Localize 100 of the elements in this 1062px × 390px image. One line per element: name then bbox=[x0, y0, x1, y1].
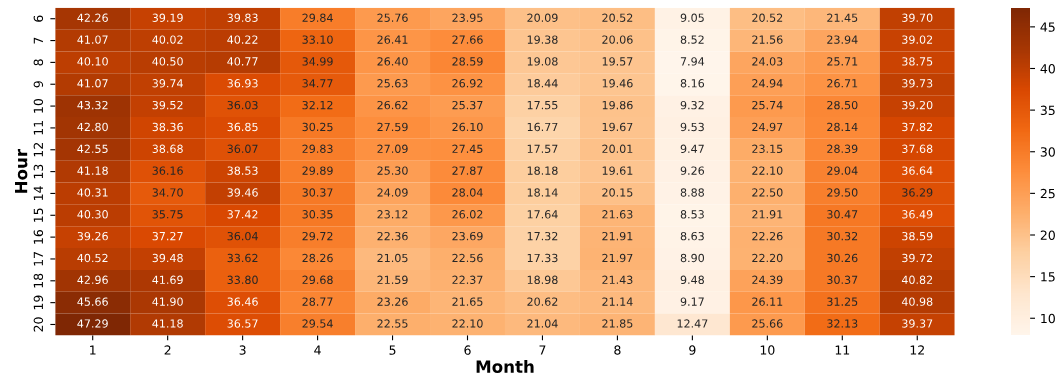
data-label: 37.82 bbox=[902, 122, 933, 132]
data-label: 30.37 bbox=[827, 275, 858, 285]
y-tick-label: 19 bbox=[33, 295, 44, 310]
data-label: 22.20 bbox=[752, 253, 783, 263]
data-label: 40.77 bbox=[227, 57, 258, 66]
data-label: 21.91 bbox=[752, 210, 783, 219]
data-label: 40.50 bbox=[152, 57, 183, 66]
data-label: 23.12 bbox=[377, 210, 408, 219]
data-label: 22.10 bbox=[452, 319, 483, 328]
data-label: 39.02 bbox=[902, 35, 933, 44]
data-label: 19.38 bbox=[527, 35, 558, 44]
data-label: 26.71 bbox=[827, 79, 858, 88]
data-label: 36.64 bbox=[902, 166, 933, 175]
data-label: 21.91 bbox=[602, 231, 633, 241]
data-label: 22.36 bbox=[377, 231, 408, 241]
data-label: 26.10 bbox=[452, 122, 483, 132]
data-label: 30.37 bbox=[302, 188, 333, 197]
data-label: 7.94 bbox=[680, 57, 705, 66]
data-label: 9.32 bbox=[680, 100, 704, 110]
data-label: 22.55 bbox=[377, 319, 408, 328]
data-label: 8.88 bbox=[680, 188, 704, 197]
data-label: 22.37 bbox=[452, 275, 483, 285]
data-label: 33.62 bbox=[227, 253, 258, 263]
data-label: 29.84 bbox=[302, 13, 333, 22]
color-bar-label: 15 bbox=[1041, 272, 1055, 282]
data-label: 22.50 bbox=[752, 188, 783, 197]
x-tick-label: 12 bbox=[910, 345, 924, 355]
data-label: 24.39 bbox=[752, 275, 783, 285]
data-label: 24.94 bbox=[752, 79, 783, 88]
data-label: 34.99 bbox=[302, 57, 333, 66]
data-label: 30.26 bbox=[827, 253, 858, 263]
data-label: 39.83 bbox=[227, 13, 258, 22]
data-label: 42.96 bbox=[77, 275, 108, 285]
data-label: 27.09 bbox=[377, 144, 408, 153]
y-tick-label: 6 bbox=[33, 15, 44, 22]
data-label: 25.74 bbox=[752, 100, 783, 110]
data-label: 40.10 bbox=[77, 57, 108, 66]
y-tick-label: 13 bbox=[33, 164, 44, 179]
data-label: 38.68 bbox=[152, 144, 183, 153]
data-label: 22.56 bbox=[452, 253, 483, 263]
data-label: 21.04 bbox=[527, 319, 558, 328]
data-label: 20.06 bbox=[602, 35, 633, 44]
data-label: 37.27 bbox=[152, 231, 183, 241]
data-label: 17.55 bbox=[527, 101, 558, 110]
data-label: 28.04 bbox=[452, 188, 483, 197]
y-tick-label: 12 bbox=[33, 143, 43, 157]
data-label: 42.55 bbox=[77, 144, 108, 153]
data-label: 21.43 bbox=[602, 275, 633, 285]
data-label: 40.22 bbox=[227, 35, 258, 44]
data-label: 19.67 bbox=[602, 122, 633, 132]
data-label: 26.40 bbox=[377, 57, 408, 66]
data-label: 41.07 bbox=[77, 79, 108, 88]
data-label: 26.11 bbox=[752, 297, 783, 306]
x-tick-label: 1 bbox=[90, 345, 96, 355]
data-label: 39.46 bbox=[227, 188, 258, 197]
data-label: 40.30 bbox=[77, 210, 108, 219]
y-tick-label: 7 bbox=[33, 37, 43, 44]
data-label: 19.86 bbox=[602, 100, 633, 110]
data-label: 28.50 bbox=[827, 100, 858, 110]
data-label: 29.83 bbox=[302, 144, 333, 153]
data-label: 21.59 bbox=[377, 275, 408, 285]
data-label: 39.74 bbox=[152, 79, 183, 88]
data-label: 36.93 bbox=[227, 79, 258, 88]
data-label: 9.47 bbox=[680, 144, 704, 153]
data-label: 42.80 bbox=[77, 122, 108, 132]
x-tick-label: 11 bbox=[835, 345, 850, 355]
data-label: 18.98 bbox=[527, 275, 558, 285]
y-tick-label: 15 bbox=[33, 208, 44, 222]
data-label: 42.26 bbox=[77, 13, 108, 22]
data-label: 29.50 bbox=[827, 188, 858, 197]
data-label: 18.18 bbox=[527, 166, 558, 175]
data-label: 34.70 bbox=[152, 188, 183, 197]
x-tick-label: 4 bbox=[314, 345, 321, 355]
data-label: 21.85 bbox=[602, 319, 633, 328]
data-label: 28.26 bbox=[302, 253, 333, 263]
data-label: 26.62 bbox=[377, 100, 408, 110]
data-label: 18.44 bbox=[527, 79, 558, 88]
data-label: 37.68 bbox=[902, 144, 933, 153]
data-label: 37.42 bbox=[227, 210, 258, 219]
data-label: 39.26 bbox=[77, 231, 108, 241]
data-label: 36.04 bbox=[227, 231, 258, 241]
data-label: 39.19 bbox=[152, 13, 183, 22]
color-bar-label: 20 bbox=[1040, 230, 1055, 240]
data-label: 23.69 bbox=[452, 231, 483, 241]
data-label: 8.90 bbox=[680, 253, 705, 263]
data-label: 19.57 bbox=[602, 57, 633, 66]
data-label: 38.53 bbox=[227, 166, 258, 175]
data-label: 36.46 bbox=[227, 297, 258, 306]
data-label: 30.32 bbox=[827, 231, 858, 241]
data-label: 12.47 bbox=[677, 319, 708, 328]
data-label: 17.32 bbox=[527, 231, 558, 241]
data-label: 25.37 bbox=[452, 100, 483, 110]
data-label: 41.18 bbox=[77, 166, 108, 175]
data-label: 40.82 bbox=[901, 275, 933, 285]
data-label: 19.08 bbox=[527, 57, 558, 66]
data-label: 19.46 bbox=[602, 79, 633, 88]
data-label: 39.52 bbox=[152, 100, 183, 110]
x-axis-title: Month bbox=[476, 360, 534, 373]
data-label: 41.18 bbox=[152, 319, 183, 328]
data-label: 39.70 bbox=[902, 13, 933, 22]
